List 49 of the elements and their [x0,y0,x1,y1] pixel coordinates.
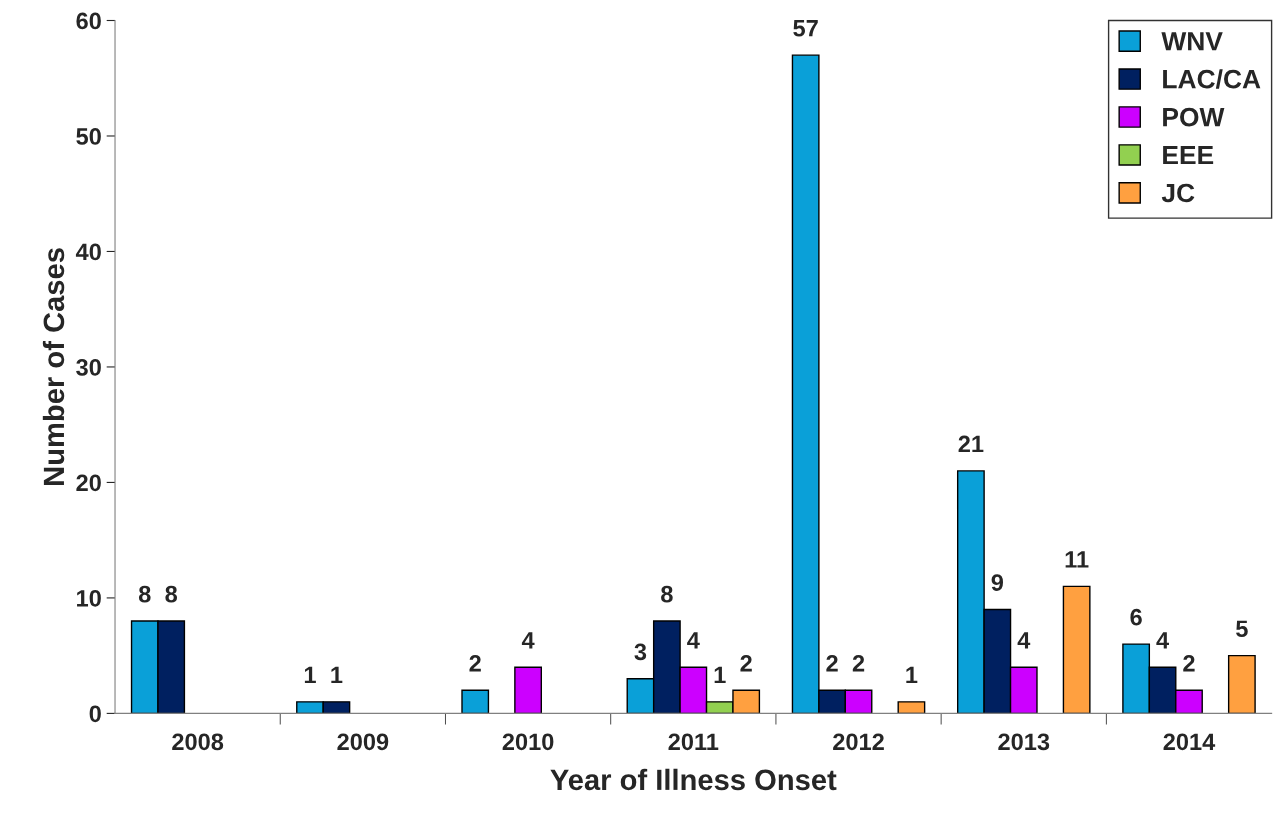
x-tick-label: 2008 [172,733,224,751]
data-label: 2 [740,655,752,672]
y-axis-title: Number of Cases [42,248,65,485]
data-label: 2 [1183,655,1195,672]
data-label: 8 [165,585,178,603]
x-tick-label: 2010 [502,733,554,751]
data-label: 1 [714,666,726,684]
data-label: 6 [1130,608,1142,626]
y-tick-label: 20 [76,474,101,492]
data-label: 9 [991,574,1004,591]
bar [1227,654,1256,714]
data-label: 2 [852,655,865,672]
y-tick-label: 50 [76,128,101,145]
bar [1062,585,1091,714]
data-label: 2 [469,655,481,672]
y-tick-label: 10 [77,589,101,607]
legend-label: JC [1161,183,1195,203]
data-label: 1 [906,666,918,684]
x-axis-title: Year of Illness Onset [550,768,837,791]
x-tick-label: 2014 [1163,733,1216,751]
data-label: 1 [304,666,316,684]
data-label: 8 [661,585,673,603]
data-label: 3 [634,643,647,661]
x-tick-label: 2013 [998,733,1050,751]
legend-label: EEE [1163,145,1214,165]
y-tick-label: 40 [75,243,101,261]
data-label: 1 [331,666,343,684]
data-label: 4 [1017,632,1031,649]
data-label: 2 [826,655,838,672]
data-label: 4 [1156,632,1169,649]
x-tick-label: 2011 [668,733,719,751]
y-tick-label: 0 [89,705,101,723]
y-tick-label: 30 [76,359,101,376]
data-label: 4 [687,632,700,649]
bar [897,701,926,714]
data-label: 8 [138,585,151,603]
data-label: 11 [1065,551,1089,568]
x-tick-label: 2012 [833,733,884,751]
data-label: 4 [521,632,535,649]
y-tick-label: 60 [76,12,101,30]
data-label: 57 [793,20,818,37]
data-label: 5 [1236,620,1248,638]
data-label: 21 [958,435,984,453]
legend-label: LAC/CA [1163,69,1261,89]
bar [461,689,490,714]
x-tick-label: 2009 [337,733,389,751]
legend-label: POW [1163,107,1225,127]
bar [514,666,543,714]
legend-label: WNV [1161,32,1223,51]
